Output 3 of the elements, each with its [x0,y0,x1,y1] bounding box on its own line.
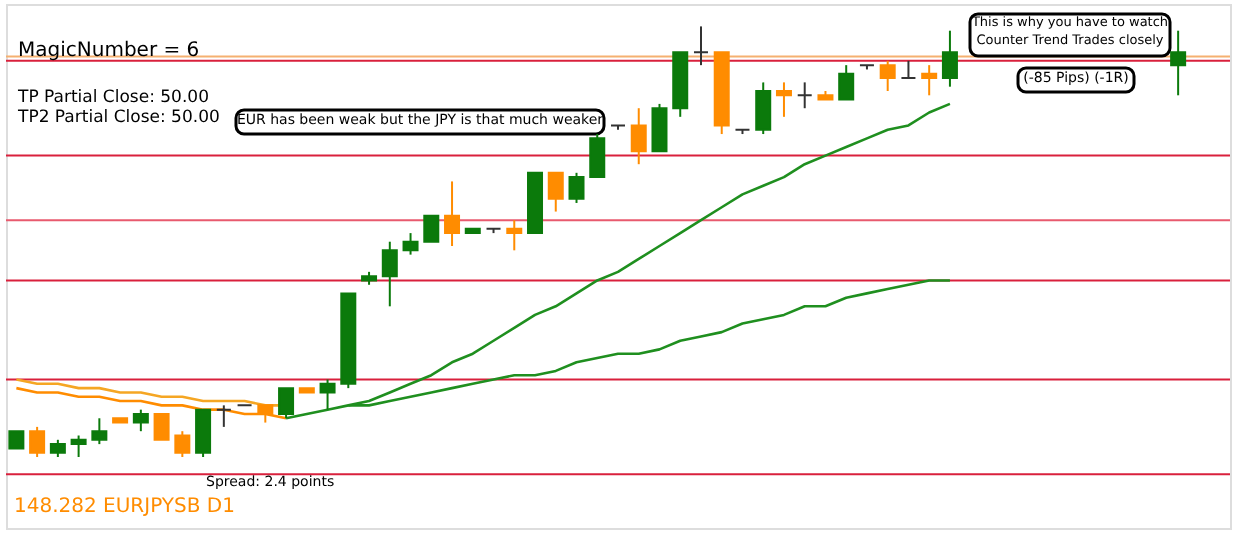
annotation: TP2 Partial Close: 50.00 [16,108,220,128]
text: 148.282 EURJPYSB D1 [14,496,235,518]
annotation: TP Partial Close: 50.00 [16,88,209,108]
